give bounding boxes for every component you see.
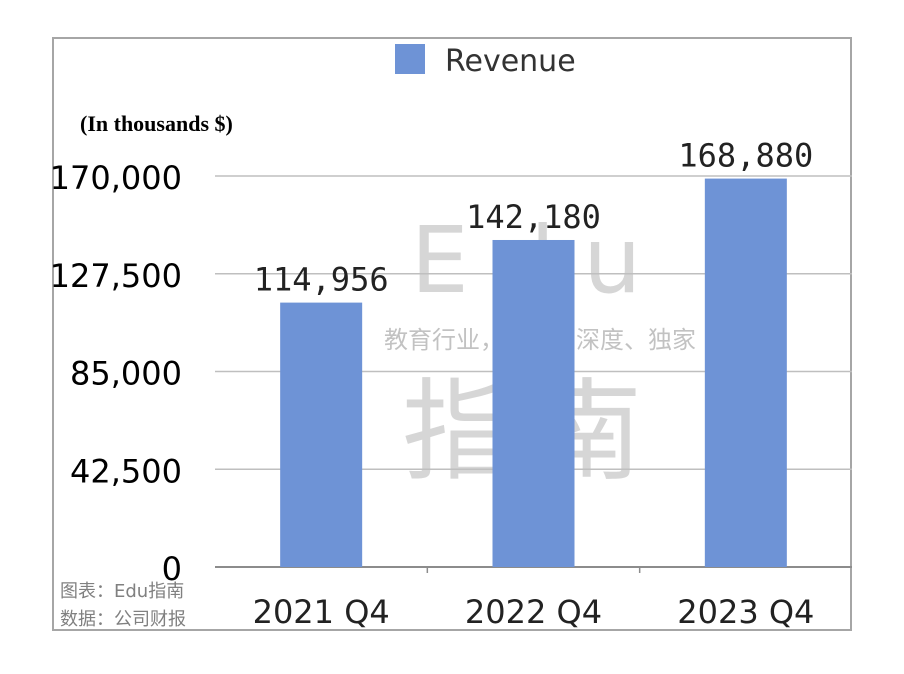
chart-source-note: 图表：Edu指南	[60, 581, 184, 602]
data-source-note: 数据：公司财报	[60, 609, 186, 630]
y-tick-label: 42,500	[70, 452, 182, 490]
y-axis-ticks: 0 42,500 85,000 127,500 170,000	[50, 159, 182, 588]
x-axis-categories: 2021 Q4 2022 Q4 2023 Q4	[253, 567, 814, 631]
data-labels: 114,956 142,180 168,880	[254, 137, 814, 299]
x-category-label: 2021 Q4	[253, 593, 390, 631]
bar	[492, 239, 575, 567]
bar	[704, 178, 787, 568]
legend: Revenue	[395, 44, 576, 79]
y-tick-label: 127,500	[50, 257, 182, 295]
y-tick-label: 85,000	[70, 355, 182, 393]
bar	[280, 302, 363, 567]
x-category-label: 2023 Q4	[677, 593, 814, 631]
data-label: 168,880	[678, 137, 813, 175]
y-tick-label: 170,000	[50, 159, 182, 197]
data-label: 142,180	[466, 198, 601, 236]
legend-label: Revenue	[445, 44, 576, 79]
unit-label: (In thousands $)	[80, 111, 233, 136]
y-tick-label: 0	[162, 550, 182, 588]
data-label: 114,956	[254, 261, 389, 299]
legend-swatch	[395, 44, 425, 74]
x-category-label: 2022 Q4	[465, 593, 602, 631]
bars	[280, 178, 787, 568]
chart-frame	[52, 37, 852, 631]
